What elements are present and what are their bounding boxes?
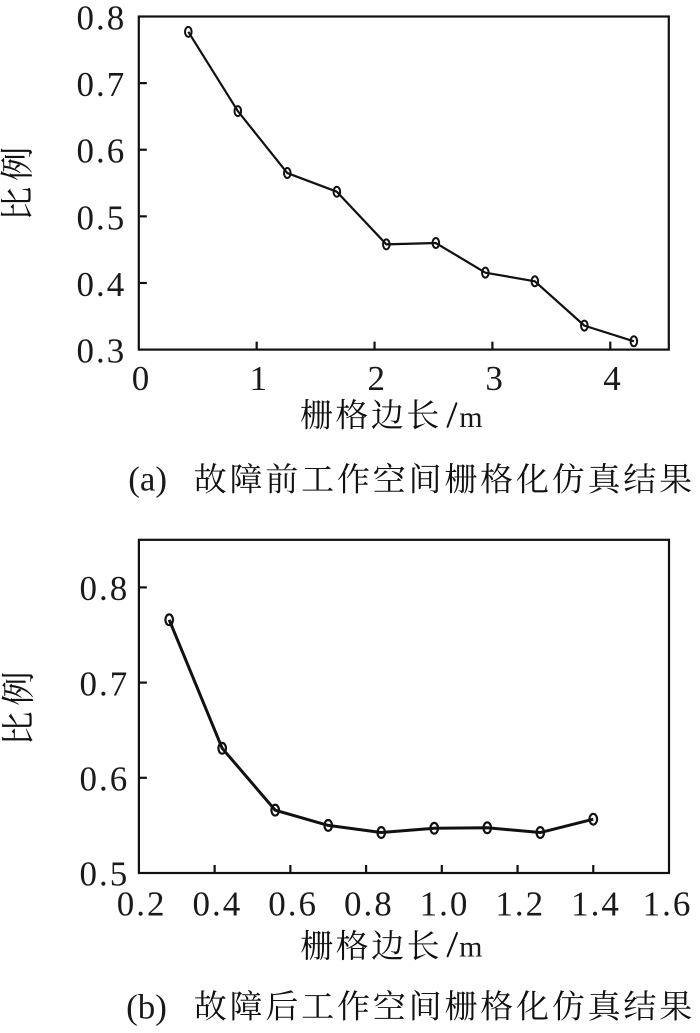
svg-text:0.7: 0.7 — [76, 65, 126, 104]
svg-text:1.0: 1.0 — [420, 884, 470, 923]
svg-text:0.8: 0.8 — [80, 569, 130, 608]
svg-text:0.8: 0.8 — [344, 884, 394, 923]
svg-text:0.2: 0.2 — [117, 884, 167, 923]
svg-text:0: 0 — [132, 359, 150, 398]
svg-text:0.6: 0.6 — [76, 132, 126, 171]
svg-text:1.2: 1.2 — [495, 884, 545, 923]
svg-text:0.8: 0.8 — [76, 0, 126, 38]
svg-text:4: 4 — [603, 359, 621, 398]
svg-text:0.7: 0.7 — [80, 664, 130, 703]
svg-text:m: m — [459, 401, 482, 434]
svg-text:1: 1 — [250, 359, 268, 398]
svg-text:0.4: 0.4 — [193, 884, 243, 923]
svg-text:0.6: 0.6 — [80, 760, 130, 799]
svg-text:1.4: 1.4 — [571, 884, 621, 923]
svg-text:3: 3 — [485, 359, 503, 398]
svg-text:(a): (a) — [128, 459, 167, 498]
svg-text:(b): (b) — [126, 987, 167, 1026]
svg-text:0.5: 0.5 — [80, 855, 130, 894]
svg-text:0.3: 0.3 — [76, 332, 126, 371]
svg-text:1.6: 1.6 — [643, 884, 693, 923]
svg-text:0.6: 0.6 — [268, 884, 318, 923]
svg-text:0.4: 0.4 — [76, 265, 126, 304]
svg-text:2: 2 — [367, 359, 385, 398]
svg-text:0.5: 0.5 — [76, 198, 126, 237]
svg-text:m: m — [459, 931, 482, 964]
